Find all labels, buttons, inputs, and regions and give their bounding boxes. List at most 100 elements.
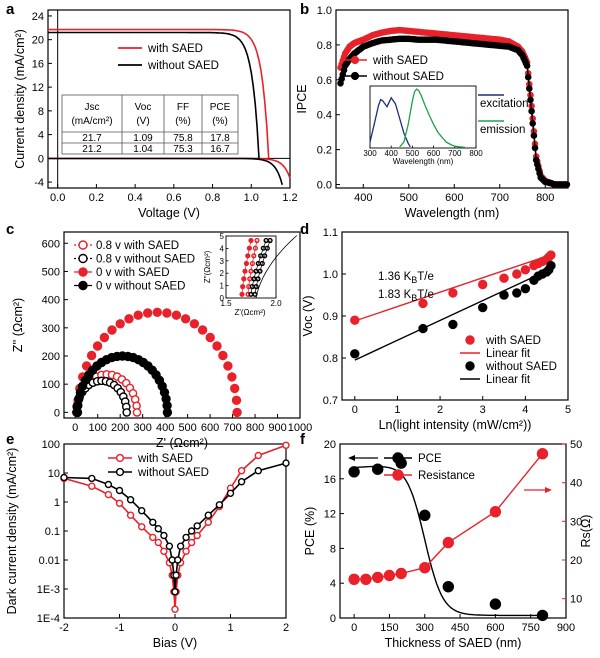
ipce-point [531, 144, 539, 152]
annotation-tail: T/e [417, 289, 434, 301]
inset-y-tick-label: 0 [220, 294, 225, 303]
legend-label: without SAED [147, 60, 219, 72]
x-tick-label: 2 [283, 622, 289, 634]
linear-fit-line [354, 266, 556, 361]
inset-y-tick-label: 2 [220, 269, 225, 278]
dark-jv-point [160, 531, 168, 540]
dark-jv-point [226, 489, 235, 497]
x-axis-label: Bias (V) [153, 636, 197, 650]
inset-x-tick-label: 800 [469, 149, 483, 158]
table-frame [61, 94, 239, 155]
eis-point [232, 407, 242, 418]
x-tick-label: 1.2 [282, 192, 297, 204]
table-header-unit: (%) [175, 116, 191, 127]
table-header-unit: (%) [212, 116, 228, 127]
inset-legend-label: excitation [480, 98, 529, 110]
y-axis-label: IPCE [295, 84, 309, 113]
voc-point [478, 279, 488, 290]
x-tick-label: 1000 [288, 422, 312, 434]
resistance-point [360, 573, 372, 585]
y-right-tick-label: 40 [570, 478, 582, 490]
x-tick-label: 600 [445, 192, 463, 204]
y-right-tick-label: 20 [570, 555, 582, 567]
panel-label: a [6, 1, 15, 18]
x-axis-label: Ln(light intensity (mW/cm²)) [379, 418, 532, 432]
y-tick-label: 16 [32, 58, 44, 70]
panel-label: e [6, 431, 14, 448]
inset-x-tick-label: 500 [406, 149, 420, 158]
y-tick-label: 500 [42, 266, 60, 278]
legend-marker [115, 467, 125, 477]
x-axis-label: Thickness of SAED (nm) [385, 636, 522, 650]
legend-label: with SAED [137, 453, 193, 465]
legend-label: Resistance [418, 470, 475, 482]
inset-x-tick-label: 2.0 [270, 299, 282, 308]
y-tick-label: 1E-3 [37, 584, 60, 596]
x-tick-label: 800 [536, 192, 554, 204]
legend-label: with SAED [485, 335, 541, 347]
table-cell: 21.2 [82, 144, 102, 155]
table-cell: 75.3 [173, 144, 193, 155]
eis-point [132, 408, 142, 417]
table-cell: 21.7 [82, 133, 102, 144]
resistance-point [395, 567, 407, 580]
y-tick-label: 0 [54, 407, 60, 419]
annotation-sub: B [411, 293, 417, 303]
dark-jv-point [149, 533, 157, 542]
eis-point [171, 310, 182, 320]
x-tick-label: 0 [351, 622, 357, 634]
legend-label: with SAED [147, 43, 203, 55]
legend-label: PCE [418, 453, 442, 465]
dark-jv-point [237, 478, 246, 486]
jv-dark-curve [48, 157, 284, 186]
dark-jv-point [88, 482, 96, 490]
y-right-tick-label: 30 [570, 516, 582, 528]
x-tick-label: 400 [156, 422, 174, 434]
inset-fit-line [255, 235, 298, 299]
voc-point [499, 273, 509, 283]
ipce-point [530, 132, 538, 139]
y-tick-label: 0 [38, 153, 44, 165]
inset-x-axis-label: Wavelength (nm) [393, 157, 454, 166]
eis-point [162, 308, 172, 318]
y-tick-label: 8 [330, 543, 336, 555]
y-tick-label: 1.0 [323, 269, 338, 281]
x-tick-label: 0.2 [89, 192, 104, 204]
voc-point [350, 315, 360, 325]
y-tick-label: 0.8 [317, 40, 332, 52]
legend-marker [78, 267, 88, 277]
x-tick-label: 4 [522, 404, 528, 416]
legend-label: 0 v without SAED [96, 281, 185, 293]
voc-point [478, 302, 488, 313]
x-tick-label: 150 [380, 622, 398, 634]
x-tick-label: 500 [178, 422, 196, 434]
dark-jv-point [60, 473, 68, 482]
inset-x-tick-label: 1.5 [220, 299, 232, 308]
eis-point [99, 332, 110, 343]
x-tick-label: 1 [227, 622, 233, 634]
y-axis-label: Current density (mA/cm²) [13, 29, 27, 169]
annotation-tail: T/e [417, 271, 434, 283]
legend-marker [350, 71, 360, 81]
table-header: PCE [210, 102, 231, 113]
x-tick-label: 450 [451, 622, 469, 634]
dark-jv-point [182, 533, 190, 542]
x-tick-label: 0.0 [50, 192, 65, 204]
dark-jv-point [154, 538, 163, 547]
x-tick-label: 0.6 [166, 192, 181, 204]
ipce-point [529, 120, 537, 127]
y-tick-label: 12 [324, 509, 336, 521]
eis-point [142, 308, 153, 318]
dark-jv-point [193, 531, 201, 540]
y-tick-label: 1E-4 [37, 613, 60, 625]
y-tick-label: 400 [42, 295, 60, 307]
y-tick-label: 16 [324, 474, 336, 486]
eis-point [115, 319, 125, 329]
y-tick-label: 20 [32, 35, 44, 47]
table-cell: 17.8 [210, 133, 230, 144]
x-tick-label: 500 [400, 192, 418, 204]
x-tick-label: 5 [565, 404, 571, 416]
table-header: FF [177, 102, 189, 113]
x-tick-label: -2 [59, 622, 69, 634]
resistance-point [442, 536, 454, 549]
